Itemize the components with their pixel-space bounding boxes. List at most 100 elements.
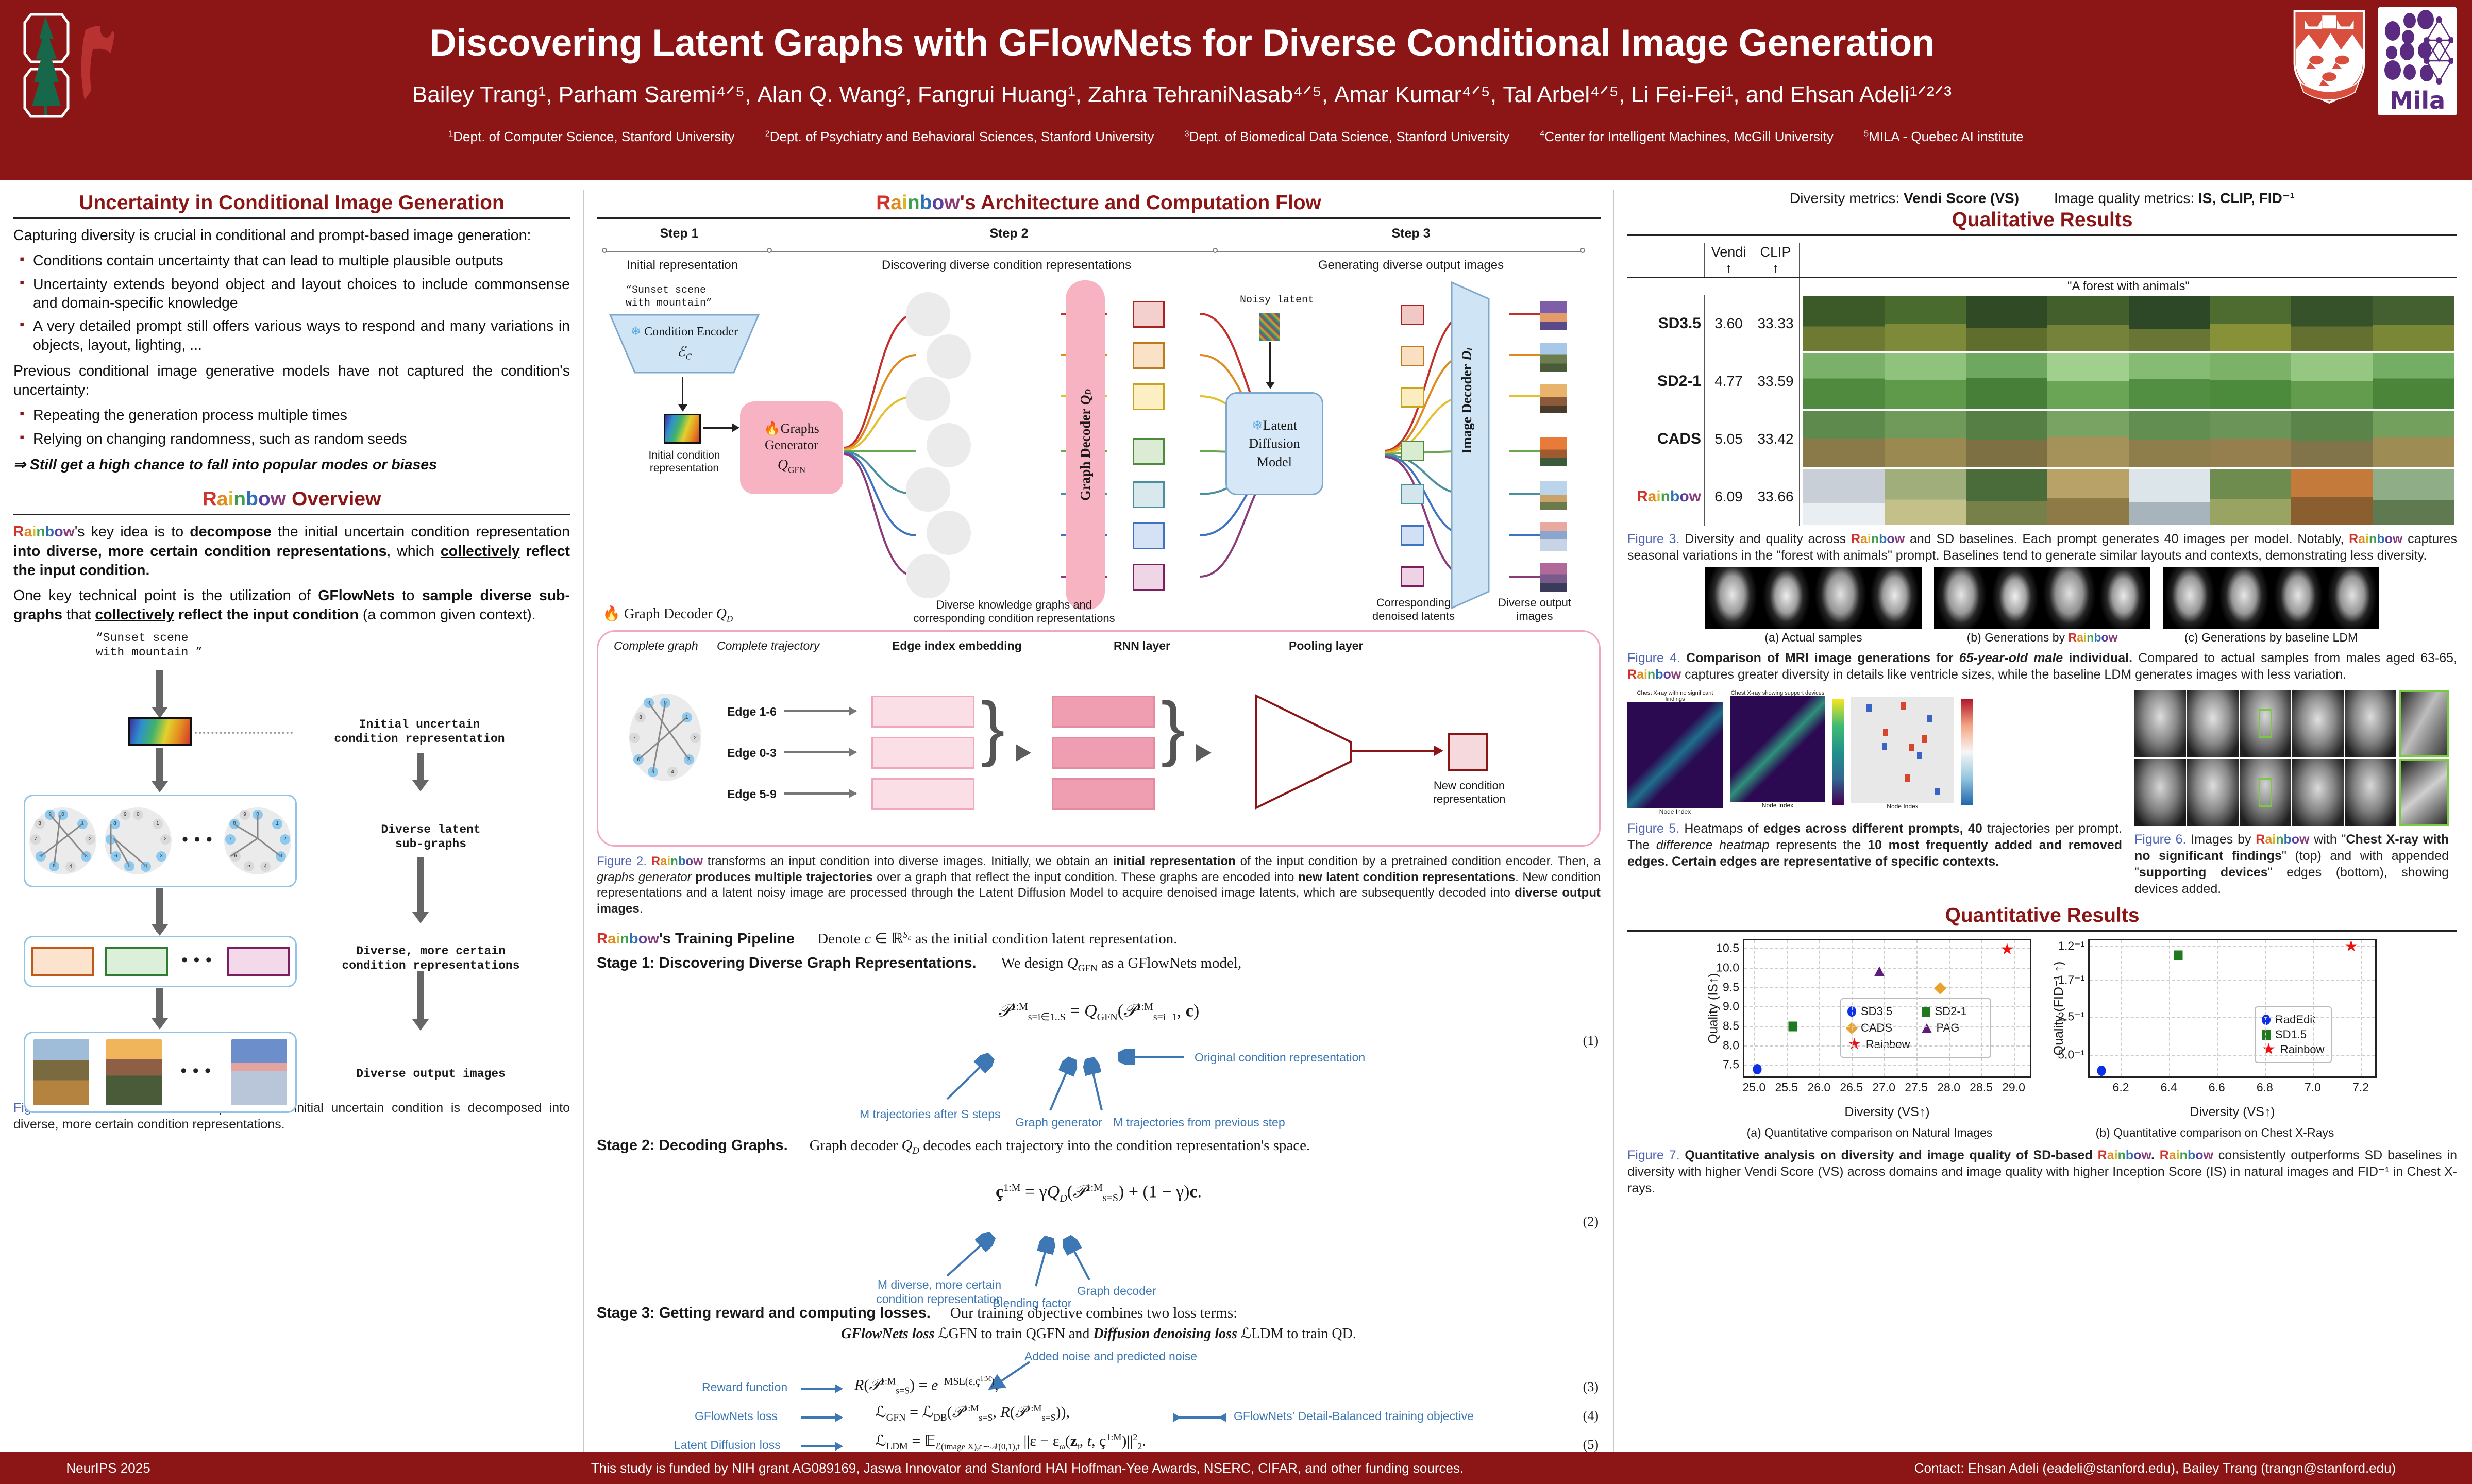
equation-number: (2) <box>1583 1214 1599 1229</box>
header-clip: CLIP ↑ <box>1752 243 1800 278</box>
annotation-arrow <box>988 1361 1031 1390</box>
figure-2-caption: Figure 2. Rainbow transforms an input co… <box>597 854 1601 916</box>
equation-2-block: ç1:M = γQD(𝒫1:Ms=S) + (1 − γ)c. (2) M di… <box>597 1182 1601 1310</box>
arrow-right <box>703 427 735 429</box>
poster-title-text: Discovering Latent Graphs with GFlowNets… <box>429 22 1935 64</box>
equation-2: ç1:M = γQD(𝒫1:Ms=S) + (1 − γ)c. <box>996 1182 1202 1204</box>
annotation-diverse-cond: M diverse, more certain condition repres… <box>876 1278 1003 1306</box>
colorbar-2 <box>1961 699 1973 805</box>
column-right: Diversity metrics: Vendi Score (VS) Imag… <box>1627 190 2457 1458</box>
table-row: SD3.5 3.60 33.33 <box>1627 295 2457 352</box>
list-item: Repeating the generation process multipl… <box>16 405 570 425</box>
poster-body: Uncertainty in Conditional Image Generat… <box>0 180 2472 1478</box>
author-list-text: Bailey Trang¹, Parham Saremi⁴ᐟ⁵, Alan Q.… <box>412 82 1952 107</box>
row-model-name: SD3.5 <box>1658 315 1701 332</box>
y-tick-label: 10.5 <box>1716 941 1739 955</box>
data-point-rainbow: ★ <box>2344 937 2358 955</box>
mila-logo: Mila <box>2378 7 2457 115</box>
arrow-head <box>1434 746 1443 756</box>
plot-a-ylabel: Quality (IS↑) <box>1706 973 1721 1044</box>
xray-zoom-bottom <box>2399 759 2449 826</box>
label-complete-trajectory: Complete trajectory <box>717 639 820 652</box>
bullet-list-2: Repeating the generation process multipl… <box>16 405 570 448</box>
figure-4-caption: Figure 4. Comparison of MRI image genera… <box>1627 651 2457 682</box>
denoised-latent-cube <box>1401 305 1424 325</box>
dotted-connector <box>195 731 293 734</box>
embedding-block <box>871 696 974 728</box>
stage-3-heading: Stage 3: Getting reward and computing lo… <box>597 1305 1238 1322</box>
row-model-name: SD2-1 <box>1657 373 1701 390</box>
initial-condition-representation-chip <box>128 717 192 746</box>
x-tick-label: 6.8 <box>2256 1081 2273 1094</box>
xray-zoom-top <box>2399 690 2449 757</box>
figure-2-architecture-diagram: Step 1 Step 2 Step 3 Initial representat… <box>597 226 1601 610</box>
equation-label-gfn-loss: GFlowNets loss <box>695 1409 778 1423</box>
rainbow-wordmark: Rainbow <box>651 854 703 868</box>
step-axis <box>604 251 1585 252</box>
equation-label-reward: Reward function <box>702 1380 788 1394</box>
row-clip: 33.59 <box>1757 373 1794 389</box>
figure-6-caption: Figure 6. Images by Rainbow with "Chest … <box>2134 832 2449 896</box>
axis-tick <box>602 248 607 253</box>
y-tick-label: 1.7⁻¹ <box>2058 973 2084 987</box>
heatmap-1-title: Chest X-ray with no significant findings <box>1637 690 1713 702</box>
difference-heatmap: Node Index <box>1851 690 1954 810</box>
gridline-y <box>2090 1054 2375 1056</box>
header-images <box>1799 243 2457 278</box>
divider <box>1627 930 2457 932</box>
graph-circle <box>927 511 971 555</box>
affiliation-3: 3Dept. of Biomedical Data Science, Stanf… <box>1184 129 1510 144</box>
plot-a-subcaption: (a) Quantitative comparison on Natural I… <box>1746 1126 1993 1139</box>
legend-item-rainbow: ★ Rainbow <box>1847 1036 1910 1053</box>
row-vendi: 3.60 <box>1704 295 1752 352</box>
arrow-head <box>732 423 739 432</box>
graph-circle: 01 23 45 67 89 <box>29 807 96 874</box>
label-pooling-layer: Pooling layer <box>1289 639 1364 652</box>
brace-label-output-images: Diverse output images <box>1498 596 1571 623</box>
data-point-pag <box>1874 966 1885 976</box>
marker-star: ★ <box>1847 1036 1861 1053</box>
section-title-rainbow-overview: Rainbow Overview <box>202 488 381 511</box>
gridline-y <box>1744 1065 2030 1066</box>
figure-7-plots: Quality (IS↑) SD3.5 SD2-1 CADS PAG ★ Rainbow … <box>1627 937 2457 1140</box>
row-vendi: 4.77 <box>1704 352 1752 410</box>
condition-encoder-symbol: ℰC <box>677 344 692 362</box>
fig1-label-initial: Initial uncertain condition representatio… <box>334 717 505 746</box>
gridline-x <box>1916 940 1918 1076</box>
new-condition-representation-label: New condition representation <box>1433 779 1506 806</box>
marker-square <box>2262 1030 2271 1040</box>
output-thumbnail <box>1540 384 1567 413</box>
gridline-x <box>1981 940 1982 1076</box>
noisy-latent-cube <box>1259 313 1280 341</box>
row-vendi: 6.09 <box>1704 468 1752 526</box>
arrow-head <box>152 924 168 936</box>
plot-b-subcaption: (b) Quantitative comparison on Chest X-R… <box>2095 1126 2334 1139</box>
image-decoder-block: Image Decoder DI <box>1450 280 1491 610</box>
rainbow-wordmark: Rainbow <box>202 488 287 511</box>
rainbow-wordmark: Rainbow <box>2068 631 2118 644</box>
brace-label-knowledge-graphs: Diverse knowledge graphs and correspondin… <box>913 598 1115 625</box>
condition-rep-square <box>1133 342 1165 369</box>
marker-square <box>1788 1021 1797 1032</box>
legend-label: RadEdit <box>2275 1013 2316 1026</box>
mri-subcaption-a: (a) Actual samples <box>1764 631 1862 644</box>
edge-label: Edge 5-9 <box>727 787 777 801</box>
x-tick-label: 7.2 <box>2352 1081 2369 1094</box>
marker-diamond <box>1934 982 1947 994</box>
poster-header: Discovering Latent Graphs with GFlowNets… <box>0 0 2472 180</box>
arrow-head <box>152 1018 168 1030</box>
arrow-down <box>417 753 424 787</box>
equation-number: (3) <box>1583 1379 1599 1395</box>
x-tick-label: 25.0 <box>1742 1081 1766 1094</box>
condition-encoder-label: ❄ Condition Encoder <box>630 325 738 339</box>
gridline-y <box>1744 1006 2030 1008</box>
arrow-right <box>784 789 857 798</box>
marker-star: ★ <box>2344 937 2358 955</box>
data-point-sd1.5 <box>2174 950 2183 960</box>
y-tick-label: 9.5 <box>1723 980 1739 993</box>
initial-condition-caption: Initial condition representation <box>648 449 720 475</box>
brace-label-denoised-latents: Corresponding denoised latents <box>1372 596 1455 623</box>
gridline-x <box>1754 940 1755 1076</box>
legend-item-pag: PAG <box>1921 1021 1985 1035</box>
noisy-latent-label: Noisy latent <box>1240 294 1315 306</box>
